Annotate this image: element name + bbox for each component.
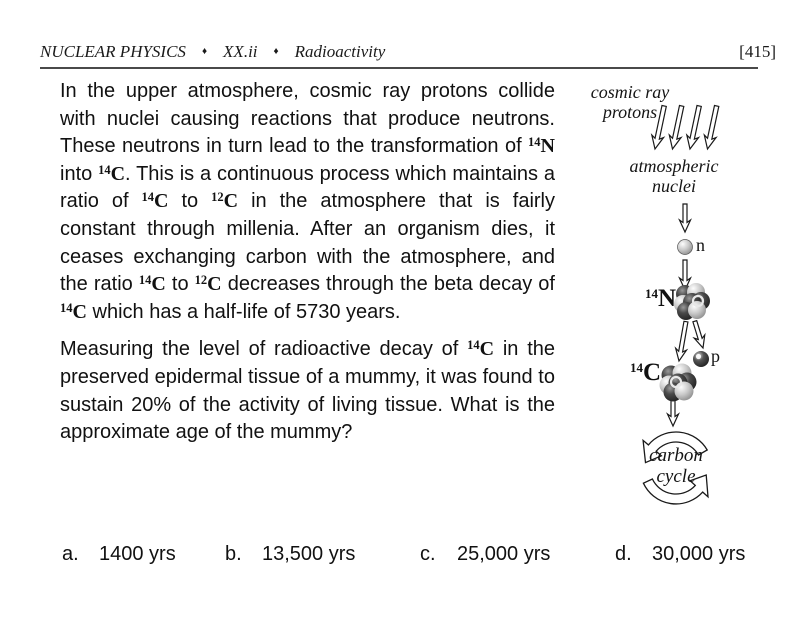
element-symbol: C <box>642 359 661 386</box>
carbon-nucleus <box>659 363 697 402</box>
proton-label: p <box>711 346 720 366</box>
label-line: nuclei <box>652 176 696 196</box>
down-arrow-icons <box>666 203 706 428</box>
label-line: cosmic ray <box>590 82 670 102</box>
isotope-notation: 14C <box>60 300 87 323</box>
answer-value: 13,500 yrs <box>262 543 356 565</box>
label-line: carbon <box>649 445 703 466</box>
proton-sphere <box>693 351 709 367</box>
nitrogen14-label: 14N <box>618 286 676 312</box>
isotope-notation: 14C <box>138 273 166 296</box>
isotope-notation: 14C <box>467 338 495 361</box>
diamond-separator-icon: ♦ <box>273 46 279 57</box>
nitrogen-nucleus <box>674 283 710 320</box>
header-rule <box>40 67 758 69</box>
label-line: cycle <box>656 466 696 487</box>
atmospheric-nuclei-label: atmospheric nuclei <box>624 156 724 196</box>
carbon14-formation-diagram: cosmic ray protons atmospheric nuclei n … <box>580 80 800 550</box>
header-subject: NUCLEAR PHYSICS <box>40 42 186 61</box>
answer-label: c. <box>420 543 436 565</box>
cosmic-ray-protons-label: cosmic ray protons <box>580 82 680 122</box>
answer-label: b. <box>225 543 242 565</box>
answer-option-c[interactable]: c. 25,000 yrs <box>420 543 550 566</box>
isotope-notation: 12C <box>211 190 239 213</box>
carbon-cycle-label: carbon cycle <box>616 445 736 487</box>
diagram-graphics <box>642 104 720 505</box>
question-paragraph: Measuring the level of radioactive decay… <box>60 338 555 444</box>
answer-value: 30,000 yrs <box>652 543 746 565</box>
isotope-notation: 12C <box>194 273 222 296</box>
carbon14-label: 14C <box>608 360 661 386</box>
mass-number: 14 <box>644 286 658 301</box>
answer-label: d. <box>615 543 632 565</box>
answer-option-a[interactable]: a. 1400 yrs <box>62 543 176 566</box>
neutron-label: n <box>696 235 705 255</box>
answer-label: a. <box>62 543 79 565</box>
answer-value: 1400 yrs <box>99 543 176 565</box>
page-number: [415] <box>739 42 776 61</box>
header-topic: Radioactivity <box>294 42 386 61</box>
cosmic-ray-arrows-icon <box>650 104 720 151</box>
answer-option-b[interactable]: b. 13,500 yrs <box>225 543 355 566</box>
isotope-notation: 14N <box>528 135 555 158</box>
header-section: XX.ii <box>223 42 258 61</box>
element-symbol: N <box>657 285 676 312</box>
answer-option-d[interactable]: d. 30,000 yrs <box>615 543 745 566</box>
isotope-notation: 14C <box>98 162 126 185</box>
carbon-cycle-arrows-icon <box>642 431 709 505</box>
page-header: NUCLEAR PHYSICS ♦ XX.ii ♦ Radioactivity … <box>40 42 776 62</box>
problem-text: In the upper atmosphere, cosmic ray prot… <box>60 78 555 457</box>
answer-value: 25,000 yrs <box>457 543 551 565</box>
neutron-sphere <box>677 239 693 255</box>
isotope-notation: 14C <box>141 190 169 213</box>
label-line: atmospheric <box>629 156 719 176</box>
label-line: protons <box>602 102 658 122</box>
intro-paragraph: In the upper atmosphere, cosmic ray prot… <box>60 80 555 323</box>
mass-number: 14 <box>629 360 643 375</box>
answer-choices: a. 1400 yrs b. 13,500 yrs c. 25,000 yrs d. 3… <box>0 543 800 577</box>
diamond-separator-icon: ♦ <box>201 46 208 57</box>
